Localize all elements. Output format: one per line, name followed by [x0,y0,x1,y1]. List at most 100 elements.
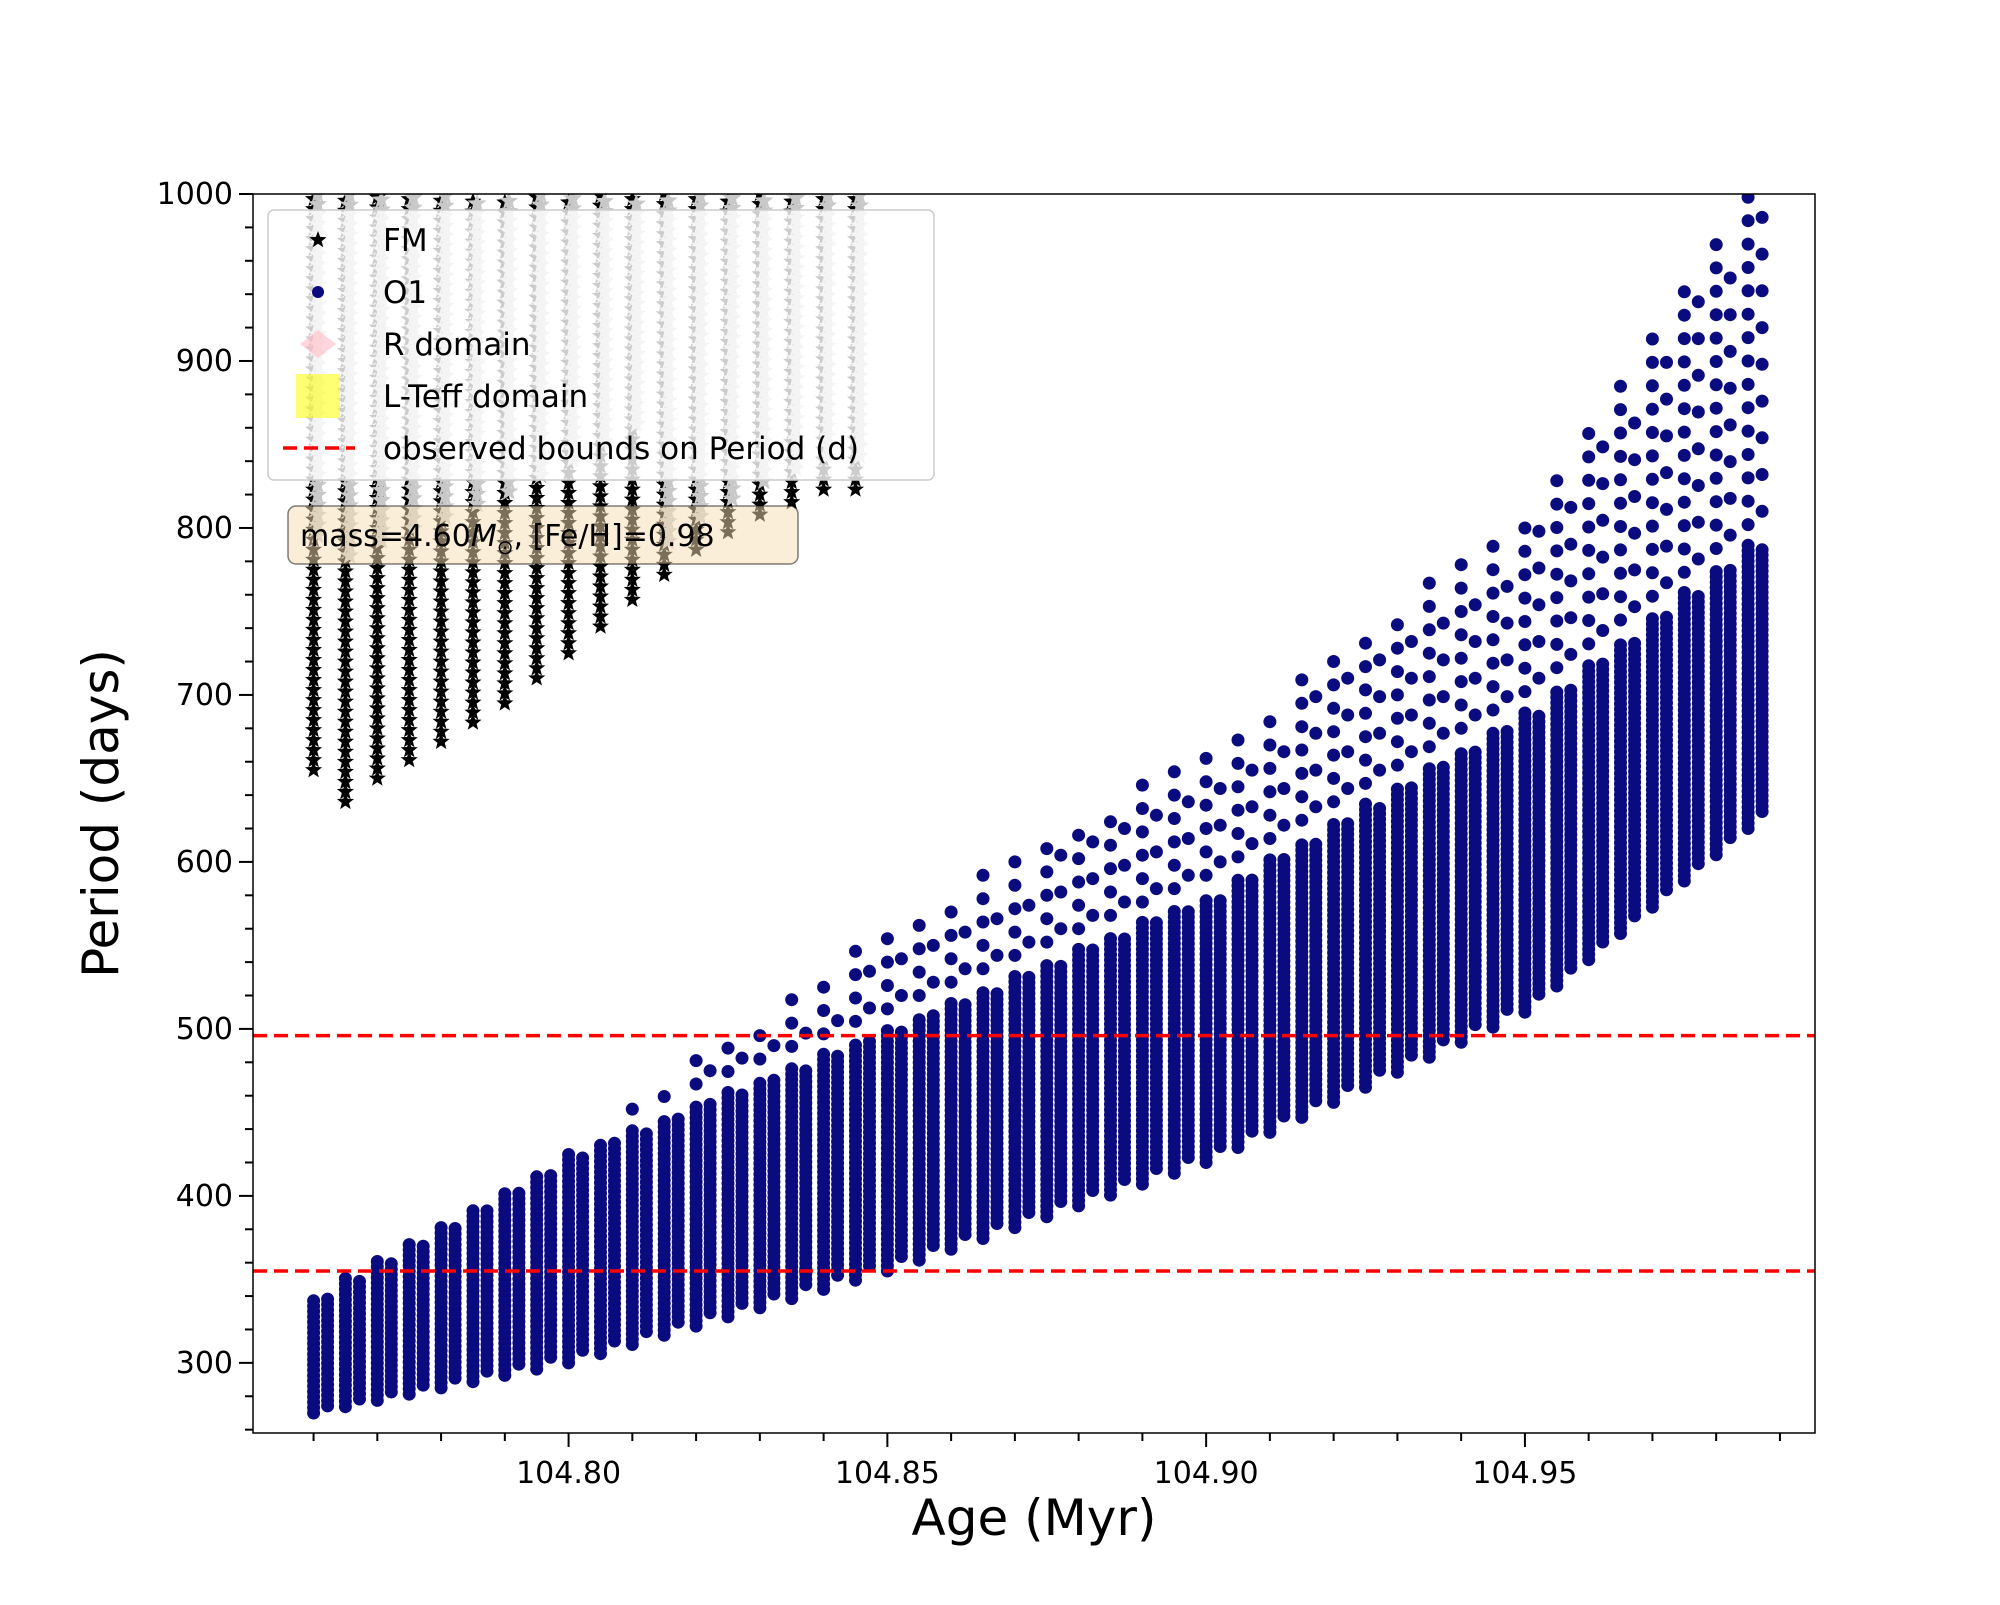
o1-point [1341,817,1355,831]
fm-point [591,577,609,594]
o1-point [703,1064,717,1078]
fm-point [783,483,801,500]
o1-point [1500,653,1514,667]
o1-point [1072,828,1086,842]
o1-point [976,962,990,976]
fm-point [336,562,354,579]
o1-point [912,918,926,932]
fm-point [464,663,482,680]
fm-point [496,594,514,611]
o1-point [1359,706,1372,720]
fm-point [368,659,386,676]
fm-point [400,580,418,597]
fm-point [528,488,546,506]
o1-point [1422,646,1436,660]
o1-point [1532,524,1546,538]
o1-point [1532,598,1546,612]
o1-point [817,1004,831,1017]
o1-point [912,1013,926,1027]
fm-point [464,683,482,700]
fm-faded-point [403,197,423,216]
fm-point [496,694,514,711]
fm-faded-point [722,198,742,217]
fm-point [591,617,609,634]
fm-faded-point [371,194,391,208]
o1-point [1231,756,1245,770]
o1-point [1199,845,1213,859]
fm-point [560,644,578,661]
o1-point [703,1097,717,1111]
o1-point [1500,616,1514,630]
fm-point [336,682,354,699]
o1-point [1518,706,1532,720]
fm-point [305,610,323,628]
fm-point [368,639,386,656]
fm-point [305,630,323,648]
o1-point [1231,850,1245,864]
o1-point [657,1090,671,1103]
fm-point [305,580,323,597]
fm-faded-point [626,194,646,212]
o1-point [1309,800,1323,814]
o1-point [1341,745,1355,759]
fm-point [432,602,450,619]
fm-faded-point [690,476,710,495]
o1-point [1422,740,1436,754]
o1-point [1149,882,1163,896]
o1-point [1263,738,1277,752]
o1-point [1231,827,1245,840]
o1-point [1390,665,1404,679]
o1-point [1118,858,1131,872]
o1-point [1454,675,1468,689]
fm-faded-point [308,194,328,213]
fm-point [368,739,386,756]
fm-point [528,669,546,686]
o1-point [1486,586,1500,600]
fm-point [464,583,482,600]
fm-point [368,689,386,706]
o1-point [1486,610,1500,623]
o1-point [894,952,908,966]
fm-point [751,495,769,512]
fm-point [305,701,323,718]
fm-point [368,709,386,726]
fm-point [623,590,641,607]
fm-point [464,573,482,590]
o1-point [416,1239,430,1253]
fm-point [846,480,864,497]
fm-point [368,769,386,786]
fm-point [305,751,323,768]
fm-faded-point [342,194,357,204]
o1-point [1072,942,1086,956]
o1-point [880,955,894,969]
fm-point [400,751,418,768]
o1-point [1086,872,1100,886]
o1-point [1008,948,1022,962]
fm-point [591,607,609,624]
o1-point [1436,653,1450,667]
fm-point [305,741,323,758]
fm-faded-point [531,194,551,213]
o1-point [1390,782,1404,796]
o1-point [1008,970,1022,983]
o1-point [1167,765,1181,779]
o1-point [849,968,862,982]
fm-point [336,702,354,719]
o1-point [1359,730,1372,744]
fm-faded-point [436,194,454,205]
o1-point [498,1187,512,1201]
fm-faded-point [690,195,710,214]
o1-point [1072,875,1086,889]
o1-point [512,1186,526,1200]
o1-point [1054,885,1068,899]
fm-point [305,650,323,668]
fm-point [368,589,386,606]
o1-point [1532,709,1546,723]
fm-point [368,669,386,686]
o1-point [1486,656,1500,670]
o1-point [721,1065,735,1078]
fm-point [560,564,578,581]
fm-point [400,691,418,708]
fm-point [400,701,418,718]
o1-point [1135,915,1149,929]
